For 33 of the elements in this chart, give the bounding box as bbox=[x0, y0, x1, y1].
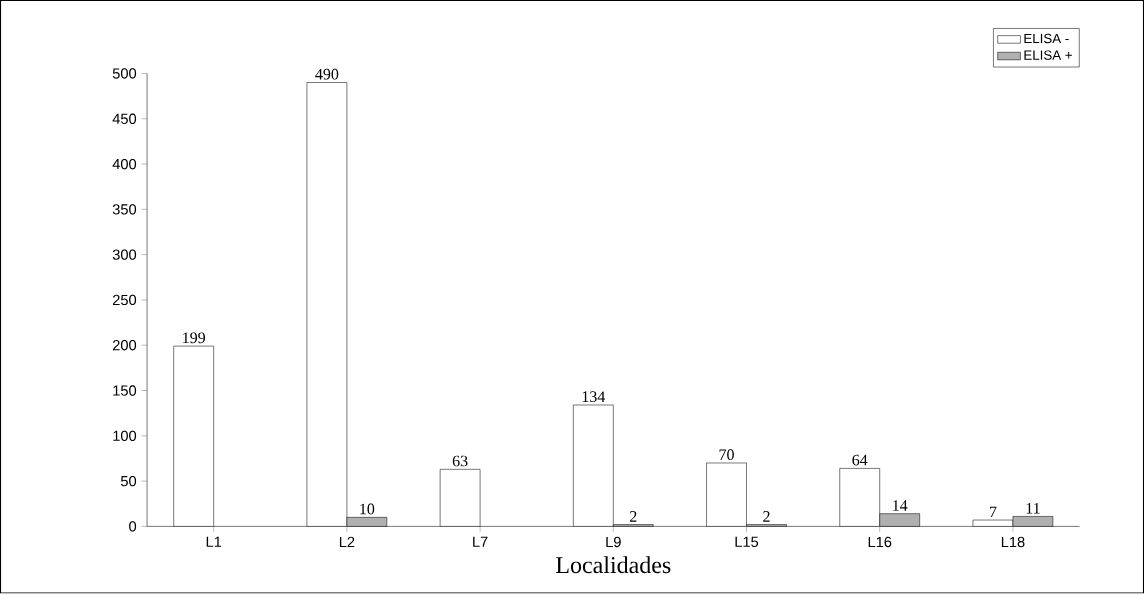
x-tick-label: L15 bbox=[735, 537, 759, 548]
data-label: 7 bbox=[990, 506, 997, 518]
data-label: 14 bbox=[893, 500, 908, 511]
y-tick-label: 0 bbox=[129, 521, 137, 532]
y-tick-label: 100 bbox=[113, 430, 137, 442]
x-tick-label: L7 bbox=[473, 537, 488, 548]
data-label: 199 bbox=[183, 332, 206, 344]
x-tick-label: L1 bbox=[206, 537, 222, 548]
data-label: 63 bbox=[452, 455, 468, 467]
y-tick-label: 450 bbox=[112, 113, 137, 125]
y-tick-label: 400 bbox=[112, 159, 137, 170]
x-tick-label: L16 bbox=[868, 537, 892, 548]
x-axis-title: Localidades bbox=[556, 556, 671, 574]
y-tick-label: 250 bbox=[112, 294, 137, 306]
y-tick-label: 300 bbox=[112, 249, 137, 261]
y-tick-label: 500 bbox=[112, 68, 137, 79]
legend-label: ELISA - bbox=[1024, 34, 1069, 44]
y-tick-label: 50 bbox=[120, 476, 137, 487]
data-label: 134 bbox=[582, 391, 606, 403]
legend-label: ELISA + bbox=[1024, 50, 1072, 61]
y-tick-label: 200 bbox=[112, 340, 137, 351]
data-label: 2 bbox=[763, 511, 770, 522]
data-label: 10 bbox=[360, 503, 375, 515]
y-tick-label: 150 bbox=[113, 385, 137, 396]
x-tick-label: L2 bbox=[339, 537, 355, 548]
data-label: 490 bbox=[315, 69, 339, 80]
data-label: 64 bbox=[852, 454, 868, 466]
x-tick-label: L18 bbox=[1001, 537, 1025, 548]
data-label: 11 bbox=[1026, 503, 1040, 514]
y-tick-label: 350 bbox=[112, 204, 137, 215]
x-tick-label: L9 bbox=[606, 537, 621, 548]
data-label: 70 bbox=[719, 449, 734, 461]
data-label: 2 bbox=[630, 511, 637, 522]
